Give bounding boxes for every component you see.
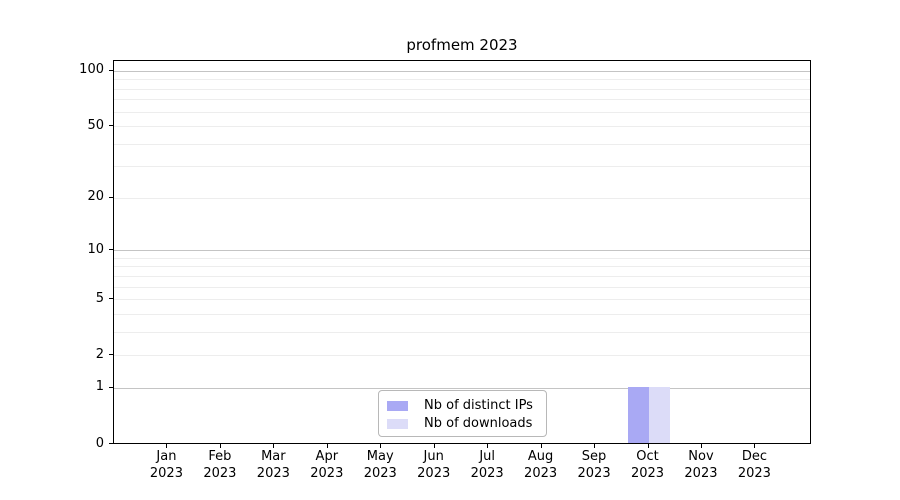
minor-gridline-7	[114, 275, 810, 277]
x-tick-month-oct: Oct	[636, 449, 659, 464]
minor-gridline-4	[114, 313, 810, 315]
minor-gridline-60	[114, 111, 810, 113]
y-tick-label-1: 1	[95, 379, 104, 395]
x-tick-year-may: 2023	[363, 466, 397, 481]
x-tick-label-aug: Aug 2023	[514, 448, 568, 482]
x-tick-nov	[700, 444, 702, 448]
minor-gridline-30	[114, 166, 810, 168]
x-tick-month-sep: Sep	[581, 449, 607, 464]
x-tick-dec	[754, 444, 756, 448]
x-tick-month-feb: Feb	[208, 449, 232, 464]
minor-gridline-3	[114, 331, 810, 333]
x-tick-label-mar: Mar 2023	[246, 448, 300, 482]
x-tick-month-jun: Jun	[423, 449, 444, 464]
y-tick-label-50: 50	[87, 117, 104, 133]
y-tick-50	[109, 125, 113, 127]
y-tick-label-0: 0	[95, 435, 104, 451]
y-tick-label-5: 5	[95, 290, 104, 306]
x-tick-year-jan: 2023	[149, 466, 183, 481]
minor-gridline-8	[114, 266, 810, 268]
x-tick-year-jul: 2023	[470, 466, 504, 481]
legend-entry-nb-of-distinct-ips: Nb of distinct IPs	[387, 397, 546, 414]
legend-entry-nb-of-downloads: Nb of downloads	[387, 415, 546, 432]
x-tick-month-aug: Aug	[527, 449, 554, 464]
major-gridline-100	[114, 70, 810, 72]
x-tick-aug	[540, 444, 542, 448]
x-tick-label-feb: Feb 2023	[193, 448, 247, 482]
x-tick-month-dec: Dec	[741, 449, 767, 464]
x-tick-year-nov: 2023	[684, 466, 718, 481]
x-tick-label-jul: Jul 2023	[460, 448, 514, 482]
x-tick-may	[380, 444, 382, 448]
x-tick-month-nov: Nov	[688, 449, 714, 464]
minor-gridline-5	[114, 299, 810, 301]
y-tick-label-10: 10	[87, 241, 104, 257]
x-tick-year-jun: 2023	[417, 466, 451, 481]
legend-label: Nb of distinct IPs	[424, 398, 533, 413]
y-tick-100	[109, 69, 113, 71]
x-tick-label-jan: Jan 2023	[139, 448, 193, 482]
legend-swatch-icon	[387, 418, 408, 429]
y-tick-label-20: 20	[87, 189, 104, 205]
x-tick-month-apr: Apr	[315, 449, 339, 464]
x-tick-sep	[594, 444, 596, 448]
y-tick-0	[109, 443, 113, 444]
x-tick-year-apr: 2023	[310, 466, 344, 481]
y-tick-5	[109, 298, 113, 300]
x-tick-year-aug: 2023	[524, 466, 558, 481]
x-tick-label-jun: Jun 2023	[407, 448, 461, 482]
minor-gridline-50	[114, 126, 810, 128]
minor-gridline-6	[114, 286, 810, 288]
x-tick-jun	[433, 444, 435, 448]
major-gridline-1	[114, 387, 810, 389]
minor-gridline-9	[114, 257, 810, 259]
x-tick-label-sep: Sep 2023	[567, 448, 621, 482]
y-tick-1	[109, 386, 113, 388]
x-tick-label-nov: Nov 2023	[674, 448, 728, 482]
minor-gridline-80	[114, 88, 810, 90]
minor-gridline-40	[114, 143, 810, 145]
x-tick-year-mar: 2023	[256, 466, 290, 481]
x-tick-jul	[487, 444, 489, 448]
x-tick-year-sep: 2023	[577, 466, 611, 481]
x-tick-month-mar: Mar	[261, 449, 286, 464]
minor-gridline-20	[114, 197, 810, 199]
x-tick-label-may: May 2023	[353, 448, 407, 482]
y-tick-label-2: 2	[95, 346, 104, 362]
y-tick-10	[109, 249, 113, 251]
x-tick-mar	[273, 444, 275, 448]
bar-nb-of-downloads-oct	[648, 386, 670, 443]
x-tick-label-oct: Oct 2023	[621, 448, 675, 482]
plot-area	[113, 60, 811, 444]
x-tick-month-may: May	[366, 449, 394, 464]
x-tick-oct	[647, 444, 649, 448]
x-tick-month-jan: Jan	[156, 449, 177, 464]
bar-nb-of-distinct-ips-oct	[627, 386, 649, 443]
y-tick-20	[109, 196, 113, 198]
legend: Nb of distinct IPs Nb of downloads	[378, 390, 547, 437]
x-tick-year-dec: 2023	[737, 466, 771, 481]
minor-gridline-2	[114, 355, 810, 357]
x-tick-jan	[166, 444, 168, 448]
x-tick-feb	[219, 444, 221, 448]
x-tick-month-jul: Jul	[479, 449, 495, 464]
x-tick-label-apr: Apr 2023	[300, 448, 354, 482]
x-tick-label-dec: Dec 2023	[727, 448, 781, 482]
y-tick-2	[109, 354, 113, 356]
y-tick-label-100: 100	[79, 62, 104, 78]
minor-gridline-90	[114, 79, 810, 81]
minor-gridline-70	[114, 99, 810, 101]
x-tick-apr	[326, 444, 328, 448]
chart-title: profmem 2023	[406, 36, 518, 54]
legend-label: Nb of downloads	[424, 416, 533, 431]
x-tick-year-oct: 2023	[630, 466, 665, 481]
major-gridline-10	[114, 250, 810, 252]
legend-swatch-icon	[387, 400, 408, 411]
x-tick-year-feb: 2023	[203, 466, 237, 481]
